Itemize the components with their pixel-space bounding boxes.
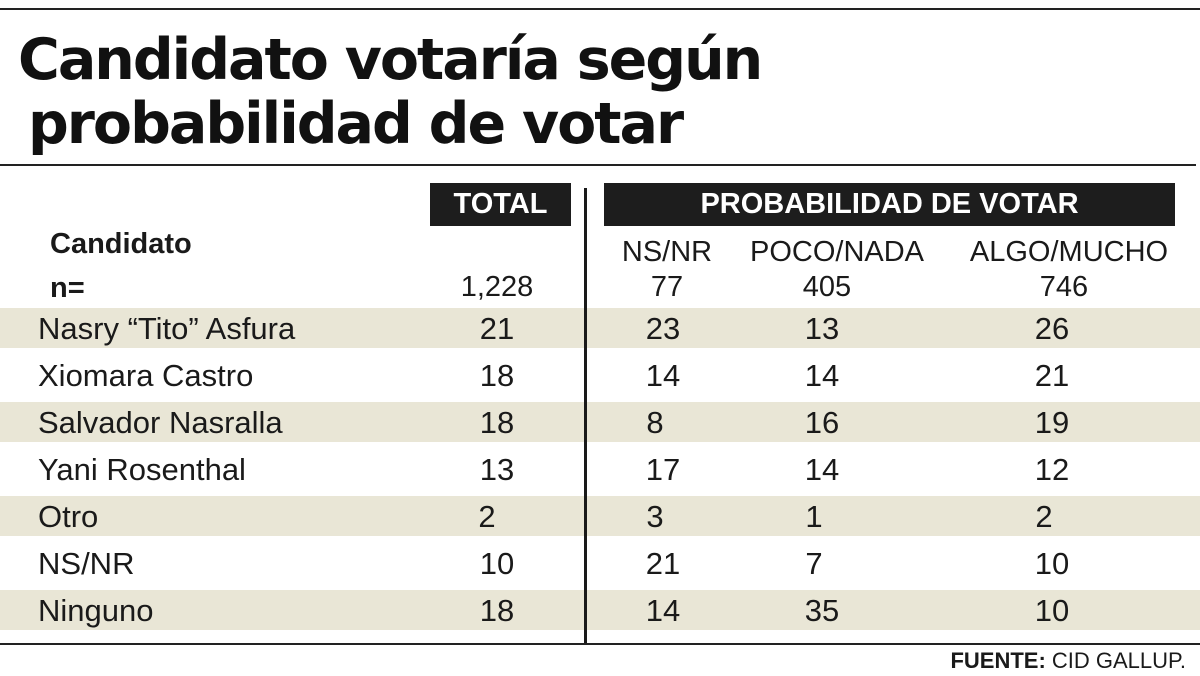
value-nsnr: 21: [645, 546, 681, 581]
probability-header: PROBABILIDAD DE VOTAR: [604, 183, 1175, 226]
value-algo-mucho: 12: [1034, 452, 1070, 487]
table-row: Salvador Nasralla 18 8 16 19: [0, 401, 1200, 445]
candidate-name: Salvador Nasralla: [38, 405, 283, 440]
value-poco-nada: 1: [805, 499, 823, 534]
row-band: [0, 402, 1200, 442]
title-rule: [0, 164, 1196, 166]
value-nsnr: 8: [646, 405, 664, 440]
table-row: NS/NR 10 21 7 10: [0, 542, 1200, 586]
table-row: Ninguno 18 14 35 10: [0, 589, 1200, 633]
n-nsnr: 77: [650, 271, 684, 303]
total-header-label: TOTAL: [453, 188, 548, 220]
candidate-name: Yani Rosenthal: [38, 452, 246, 487]
candidate-name: Xiomara Castro: [38, 358, 254, 393]
value-total: 18: [479, 405, 515, 440]
value-poco-nada: 14: [804, 452, 840, 487]
table-row: Nasry “Tito” Asfura 21 23 13 26: [0, 307, 1200, 351]
col-header-nsnr: NS/NR: [621, 236, 713, 268]
table-row: Yani Rosenthal 13 17 14 12: [0, 448, 1200, 492]
column-divider: [584, 188, 587, 644]
total-header: TOTAL: [430, 183, 571, 226]
candidate-name: Ninguno: [38, 593, 154, 628]
n-algo-mucho: 746: [1039, 271, 1089, 303]
value-total: 18: [479, 358, 515, 393]
value-total: 18: [479, 593, 515, 628]
table-row: Otro 2 3 1 2: [0, 495, 1200, 539]
value-poco-nada: 7: [805, 546, 823, 581]
value-algo-mucho: 21: [1034, 358, 1070, 393]
value-algo-mucho: 19: [1034, 405, 1070, 440]
value-nsnr: 17: [645, 452, 681, 487]
value-total: 13: [479, 452, 515, 487]
value-algo-mucho: 10: [1034, 546, 1070, 581]
source-value: CID GALLUP.: [1051, 648, 1186, 673]
value-algo-mucho: 2: [1035, 499, 1053, 534]
col-header-poco-nada: POCO/NADA: [749, 236, 925, 268]
chart-title: Candidato votaría según probabilidad de …: [18, 27, 763, 157]
title-line-1: Candidato votaría según: [18, 27, 763, 93]
value-poco-nada: 13: [804, 311, 840, 346]
value-nsnr: 23: [645, 311, 681, 346]
n-label: n=: [50, 272, 85, 304]
probability-header-label: PROBABILIDAD DE VOTAR: [700, 188, 1079, 220]
value-poco-nada: 14: [804, 358, 840, 393]
candidate-label: Candidato: [50, 228, 192, 260]
value-total: 2: [478, 499, 496, 534]
row-band: [0, 496, 1200, 536]
value-nsnr: 3: [646, 499, 664, 534]
candidate-name: Otro: [38, 499, 99, 534]
candidate-name: Nasry “Tito” Asfura: [38, 311, 296, 346]
n-poco-nada: 405: [802, 271, 852, 303]
value-nsnr: 14: [645, 358, 681, 393]
title-line-2: probabilidad de votar: [28, 91, 684, 157]
bottom-rule: [0, 643, 1200, 645]
source-key: FUENTE:: [950, 648, 1046, 673]
value-total: 21: [479, 311, 515, 346]
value-algo-mucho: 26: [1034, 311, 1070, 346]
source-credit: FUENTE: CID GALLUP.: [950, 648, 1186, 674]
value-total: 10: [479, 546, 515, 581]
value-poco-nada: 16: [804, 405, 840, 440]
value-algo-mucho: 10: [1034, 593, 1070, 628]
row-band: [0, 308, 1200, 348]
table-row: Xiomara Castro 18 14 14 21: [0, 354, 1200, 398]
row-band: [0, 590, 1200, 630]
top-rule: [0, 8, 1200, 10]
col-header-algo-mucho: ALGO/MUCHO: [969, 236, 1169, 268]
value-poco-nada: 35: [804, 593, 840, 628]
n-total: 1,228: [460, 271, 534, 303]
value-nsnr: 14: [645, 593, 681, 628]
candidate-name: NS/NR: [38, 546, 135, 581]
